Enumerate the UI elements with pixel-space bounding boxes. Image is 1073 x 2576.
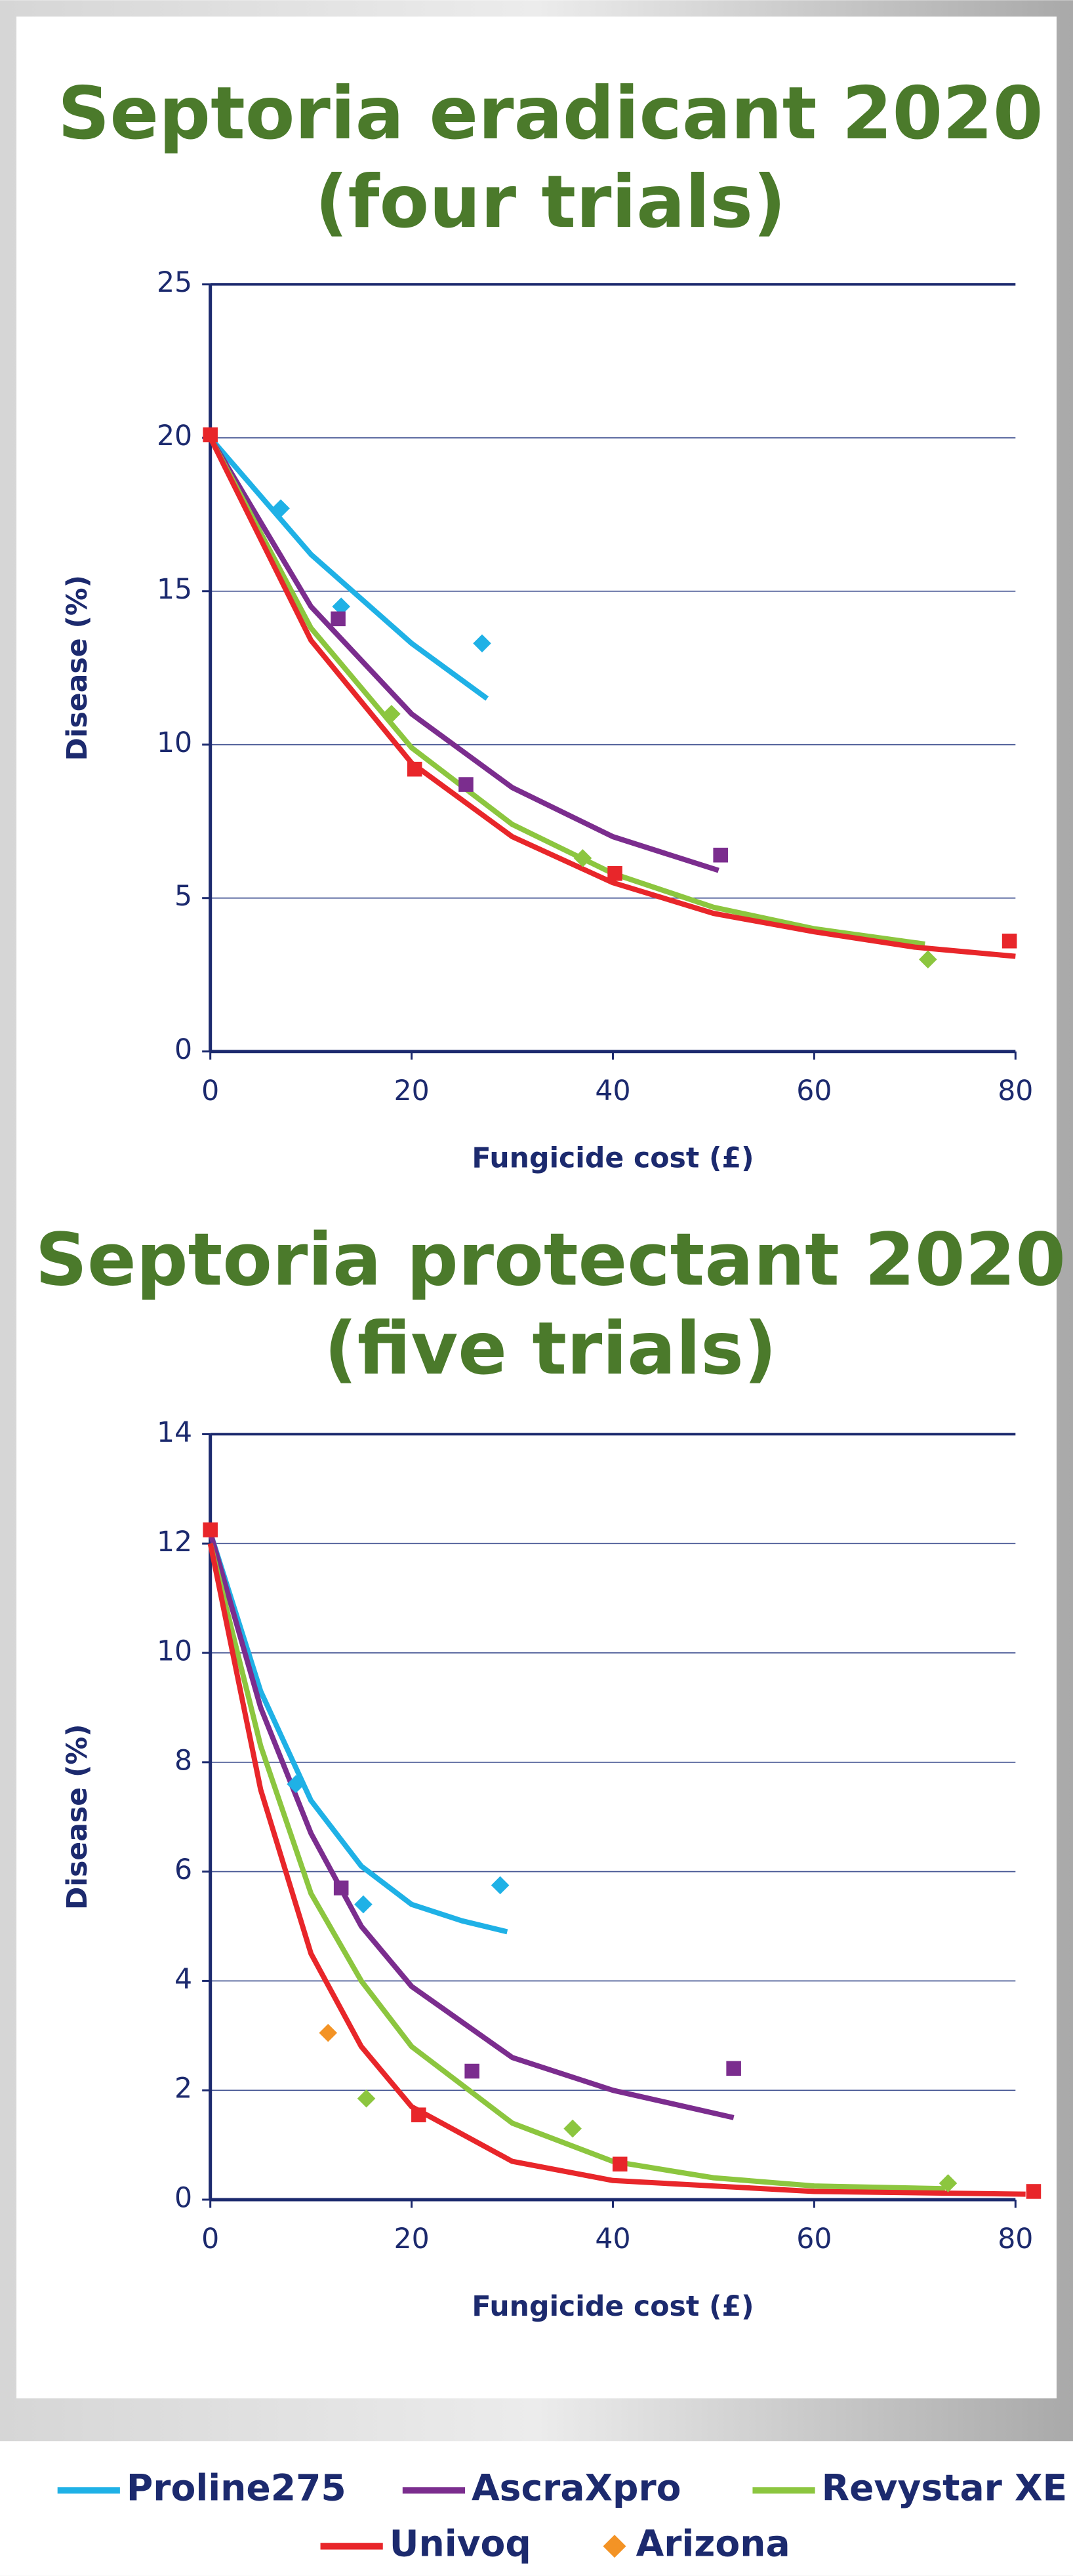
chart-title: (four trials) bbox=[315, 160, 786, 244]
point bbox=[354, 1895, 373, 1914]
y-tick-label: 15 bbox=[157, 573, 192, 606]
point bbox=[607, 866, 622, 881]
x-tick-label: 20 bbox=[394, 1075, 429, 1107]
point bbox=[287, 1775, 305, 1793]
point bbox=[357, 2089, 376, 2108]
point bbox=[491, 1876, 510, 1895]
x-tick-label: 0 bbox=[201, 2223, 219, 2255]
y-tick-label: 14 bbox=[157, 1416, 192, 1449]
y-tick-label: 12 bbox=[157, 1526, 192, 1558]
y-tick-label: 8 bbox=[174, 1744, 192, 1777]
point bbox=[411, 2107, 426, 2122]
point bbox=[272, 499, 290, 518]
point bbox=[333, 1880, 349, 1895]
y-tick-label: 5 bbox=[174, 880, 192, 913]
panel bbox=[16, 16, 1057, 2399]
chart-title: (five trials) bbox=[324, 1307, 777, 1391]
point bbox=[319, 2023, 338, 2042]
point bbox=[939, 2174, 958, 2192]
legend-box bbox=[0, 2441, 1073, 2576]
point bbox=[919, 950, 937, 969]
fit-curve bbox=[208, 436, 925, 947]
point bbox=[203, 427, 218, 443]
y-tick-label: 4 bbox=[174, 1963, 192, 1996]
fit-curve bbox=[208, 436, 719, 873]
x-axis-label: Fungicide cost (£) bbox=[472, 2290, 754, 2323]
point bbox=[1026, 2184, 1042, 2199]
y-tick-label: 25 bbox=[157, 266, 192, 299]
fit-curve bbox=[207, 1532, 735, 2120]
legend-swatch bbox=[603, 2535, 626, 2558]
legend-label: Proline275 bbox=[127, 2467, 346, 2509]
y-tick-label: 0 bbox=[174, 2181, 192, 2214]
y-axis-label: Disease (%) bbox=[61, 1724, 94, 1910]
legend-label: AscraXpro bbox=[472, 2467, 681, 2509]
point bbox=[612, 2156, 628, 2172]
point bbox=[713, 847, 728, 863]
x-axis-label: Fungicide cost (£) bbox=[472, 1142, 754, 1175]
x-tick-label: 60 bbox=[796, 1075, 832, 1107]
y-tick-label: 0 bbox=[174, 1033, 192, 1066]
y-tick-label: 2 bbox=[174, 2072, 192, 2105]
chart-title: Septoria protectant 2020 bbox=[35, 1218, 1066, 1302]
x-tick-label: 60 bbox=[796, 2223, 832, 2255]
point bbox=[1002, 933, 1017, 949]
fit-curve bbox=[207, 1543, 1026, 2197]
legend-label: Revystar XE bbox=[822, 2467, 1067, 2509]
fit-curve bbox=[207, 1532, 508, 1935]
fit-curve bbox=[208, 436, 1016, 959]
point bbox=[464, 2063, 479, 2079]
y-tick-label: 10 bbox=[157, 726, 192, 759]
point bbox=[407, 761, 422, 777]
legend-label: Univoq bbox=[390, 2523, 531, 2565]
y-axis-label: Disease (%) bbox=[61, 575, 94, 761]
x-tick-label: 0 bbox=[201, 1075, 219, 1107]
point bbox=[726, 2061, 741, 2076]
y-tick-label: 10 bbox=[157, 1635, 192, 1668]
chart-title: Septoria eradicant 2020 bbox=[58, 71, 1043, 155]
point bbox=[563, 2119, 582, 2138]
y-tick-label: 20 bbox=[157, 420, 192, 452]
point bbox=[203, 1522, 218, 1537]
point bbox=[473, 634, 491, 653]
x-tick-label: 80 bbox=[998, 2223, 1033, 2255]
x-tick-label: 40 bbox=[595, 1075, 630, 1107]
x-tick-label: 20 bbox=[394, 2223, 429, 2255]
fit-curve bbox=[208, 436, 489, 701]
y-tick-label: 6 bbox=[174, 1853, 192, 1886]
x-tick-label: 40 bbox=[595, 2223, 630, 2255]
point bbox=[458, 777, 474, 792]
point bbox=[331, 611, 346, 627]
x-tick-label: 80 bbox=[998, 1075, 1033, 1107]
legend-label: Arizona bbox=[636, 2523, 790, 2565]
fit-curve bbox=[207, 1543, 945, 2192]
